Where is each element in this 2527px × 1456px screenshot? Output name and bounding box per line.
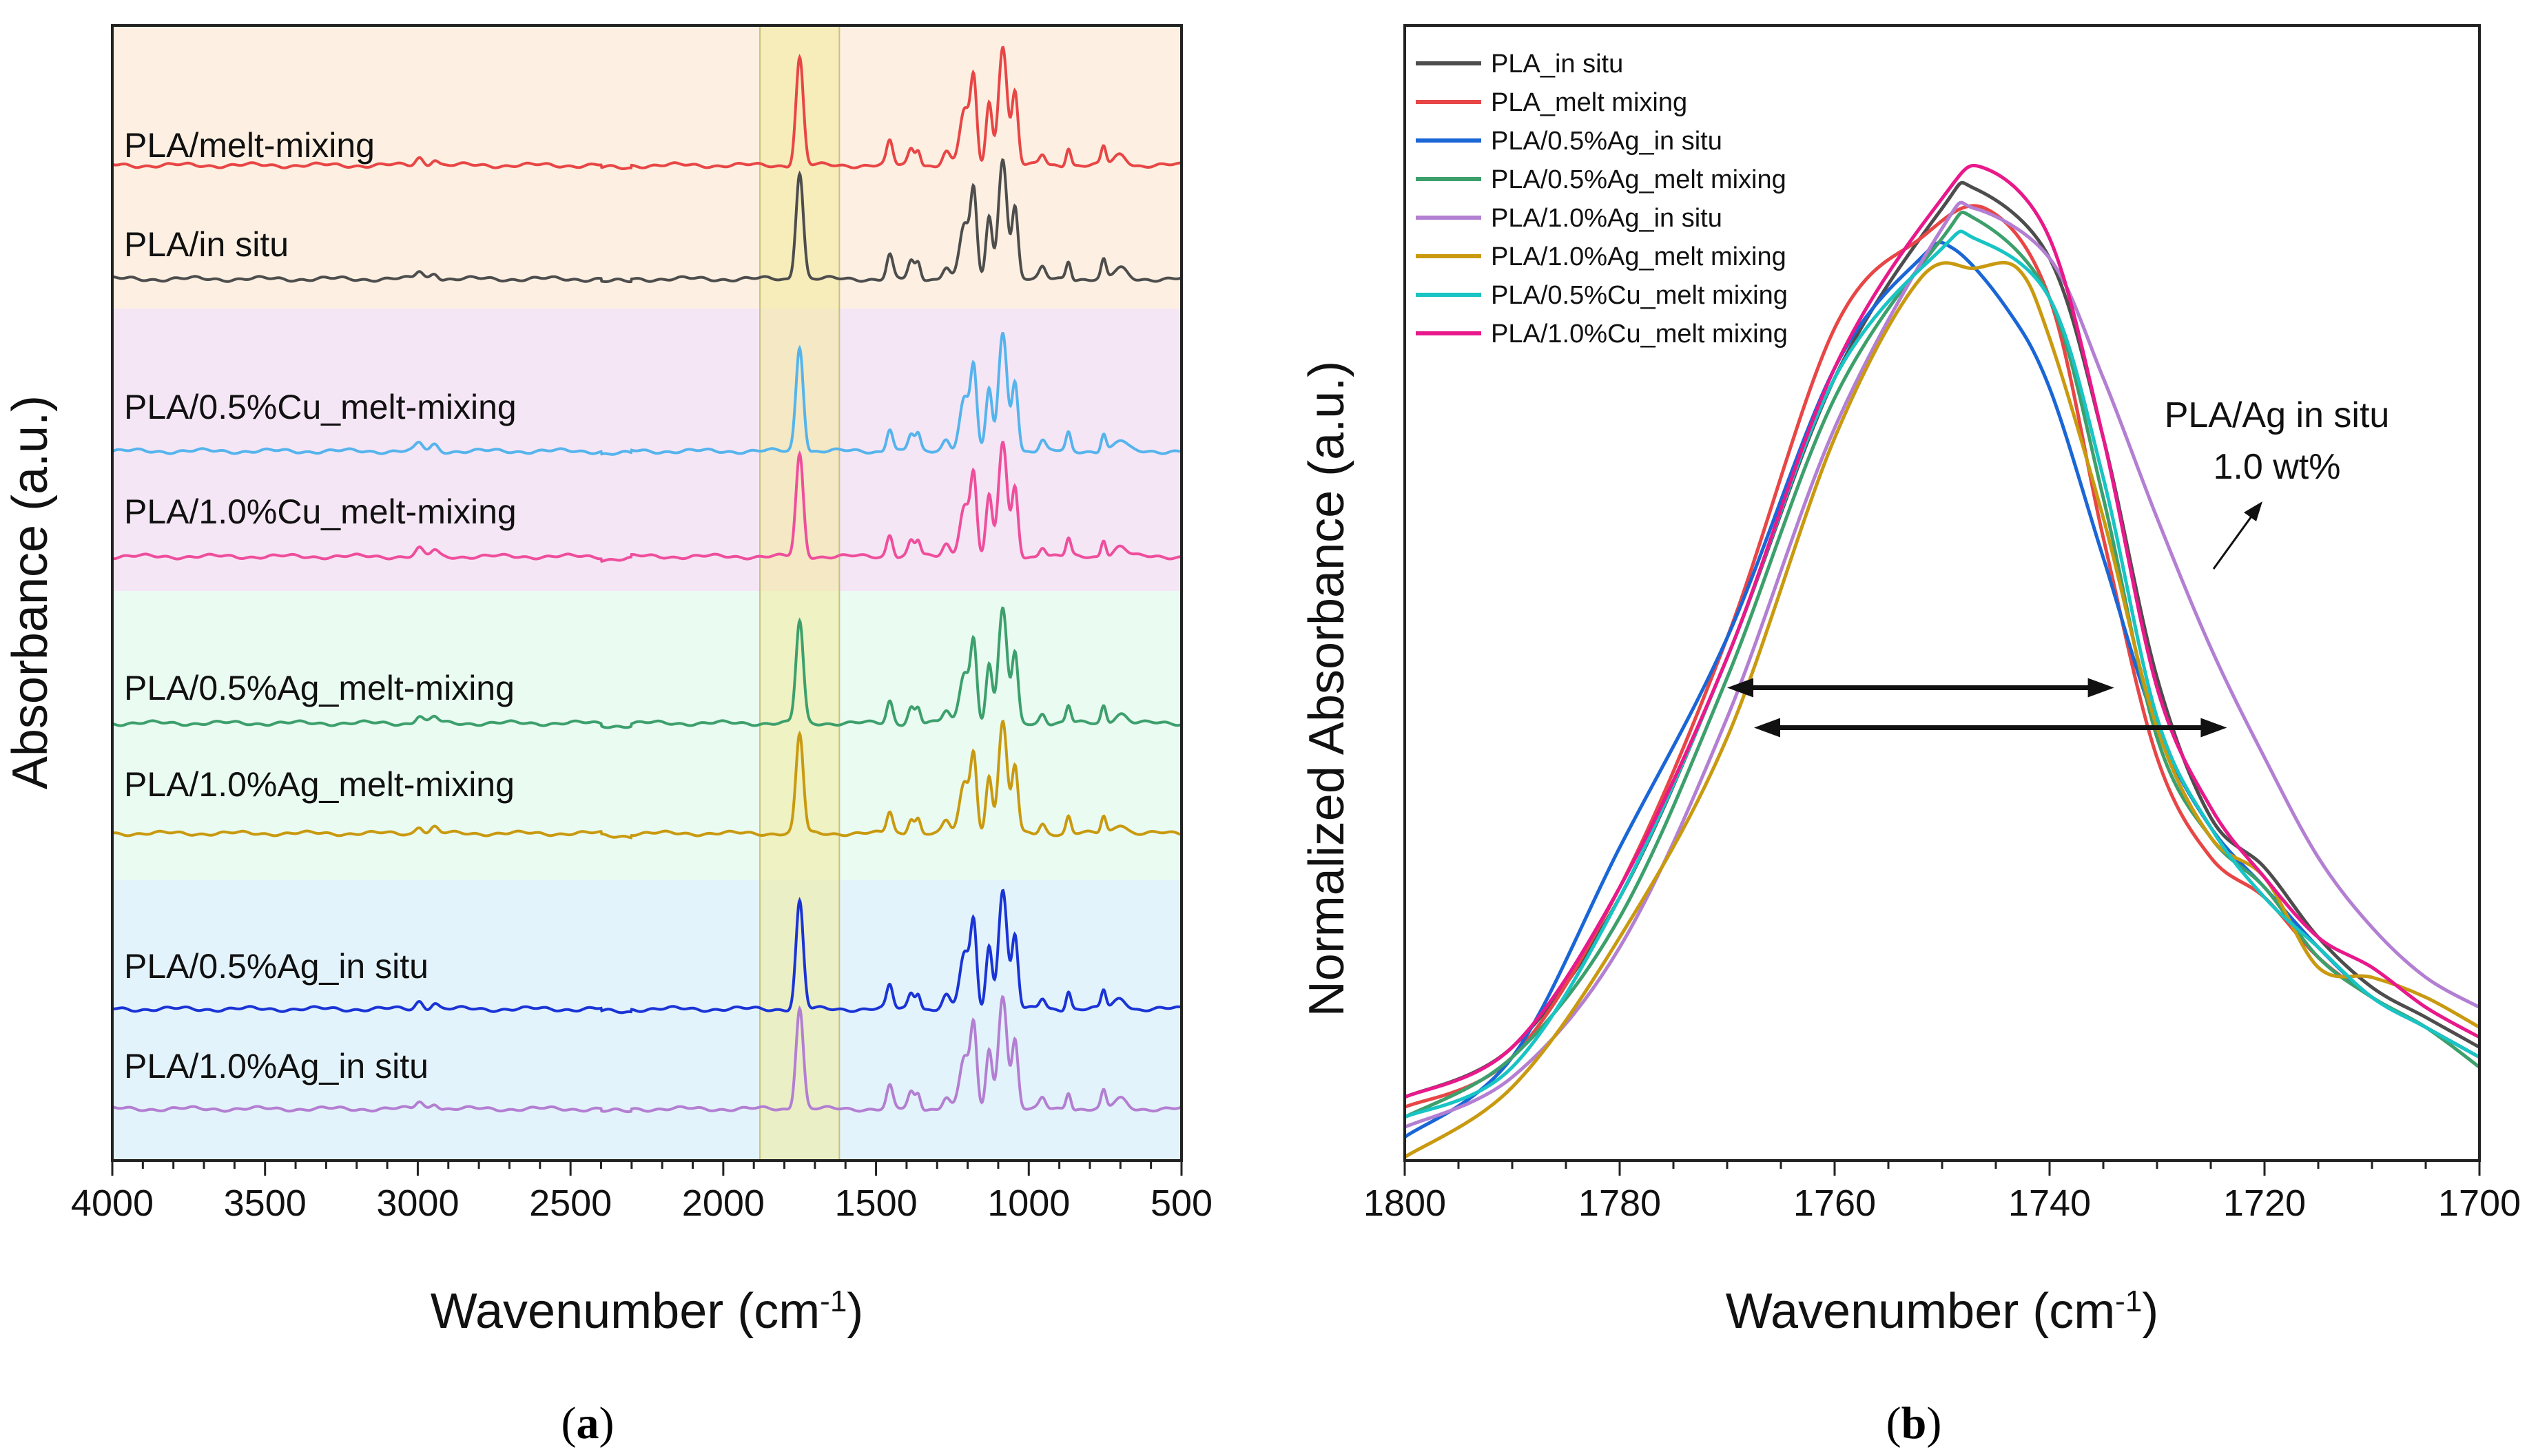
annotation-line1: PLA/Ag in situ <box>2165 395 2390 435</box>
spectrum-label: PLA/1.0%Ag_melt-mixing <box>124 765 515 804</box>
normalized-line <box>1403 260 2481 1159</box>
x-tick-label: 2500 <box>529 1183 612 1224</box>
spectrum-line <box>112 995 1182 1114</box>
legend-label: PLA/1.0%Cu_melt mixing <box>1491 320 1788 349</box>
normalized-line <box>1403 163 2481 1099</box>
normalized-line <box>1403 229 2481 1119</box>
spectra-series <box>112 45 1182 1114</box>
spectrum-line <box>112 441 1182 563</box>
normalized-series <box>1403 163 2481 1159</box>
x-axis-label-b: Wavenumber (cm-1) <box>1726 1284 2159 1339</box>
legend-label: PLA_melt mixing <box>1491 88 1687 117</box>
spectrum-label: PLA/0.5%Ag_in situ <box>124 947 429 986</box>
x-tick-label: 3500 <box>224 1183 307 1224</box>
legend-label: PLA/0.5%Ag_melt mixing <box>1491 165 1786 194</box>
caption-a: (a) <box>561 1398 615 1448</box>
x-axis-ticks-b: 1800 1780 1760 1740 1720 1700 <box>1363 1161 2521 1224</box>
annotation-line2: 1.0 wt% <box>2214 447 2341 487</box>
normalized-line <box>1403 240 2481 1139</box>
panel-a: PLA/melt-mixing PLA/in situ PLA/0.5%Cu_mel… <box>3 24 1213 1448</box>
x-tick-label: 3000 <box>376 1183 459 1224</box>
spectrum-label: PLA/1.0%Cu_melt-mixing <box>124 492 517 531</box>
spectrum-line <box>112 332 1182 456</box>
normalized-line <box>1403 210 2481 1119</box>
fwhm-arrow-head <box>2200 718 2227 738</box>
spectrum-line <box>112 606 1182 729</box>
x-tick-label: 2000 <box>682 1183 765 1224</box>
x-tick-label: 1740 <box>2008 1183 2091 1224</box>
plot-frame-a <box>111 24 1183 1162</box>
x-tick-label: 1000 <box>987 1183 1070 1224</box>
panel-b: 1800 1780 1760 1740 1720 1700 PLA_in situPLA_… <box>1299 24 2521 1448</box>
x-tick-label: 1760 <box>1793 1183 1876 1224</box>
annotation-ag-in-situ: PLA/Ag in situ 1.0 wt% <box>2165 395 2390 570</box>
spectrum-label: PLA/1.0%Ag_in situ <box>124 1047 429 1085</box>
legend-label: PLA/1.0%Ag_in situ <box>1491 204 1722 233</box>
caption-b: (b) <box>1886 1398 1942 1448</box>
x-tick-label: 1500 <box>835 1183 918 1224</box>
carbonyl-highlight-band <box>759 25 840 1161</box>
x-tick-label: 1720 <box>2223 1183 2306 1224</box>
x-tick-label: 1700 <box>2438 1183 2521 1224</box>
spectrum-line <box>112 888 1182 1015</box>
spectra-labels: PLA/melt-mixing PLA/in situ PLA/0.5%Cu_mel… <box>124 126 517 1085</box>
x-tick-label: 1780 <box>1578 1183 1661 1224</box>
group-background <box>112 880 1182 1161</box>
y-axis-label-a: Absorbance (a.u.) <box>3 395 58 789</box>
spectrum-line <box>112 45 1182 170</box>
legend-label: PLA/1.0%Ag_melt mixing <box>1491 242 1786 271</box>
fwhm-arrow-head <box>1754 718 1780 738</box>
x-tick-label: 1800 <box>1363 1183 1446 1224</box>
legend-b: PLA_in situ PLA_melt mixing PLA/0.5%Ag_in … <box>1416 50 1788 349</box>
legend-label: PLA_in situ <box>1491 50 1623 79</box>
y-axis-label-b: Normalized Absorbance (a.u.) <box>1299 361 1354 1017</box>
legend-label: PLA/0.5%Cu_melt mixing <box>1491 281 1788 310</box>
legend-label: PLA/0.5%Ag_in situ <box>1491 127 1722 156</box>
spectrum-label: PLA/0.5%Ag_melt-mixing <box>124 669 515 707</box>
fwhm-arrow-head <box>2087 678 2114 698</box>
spectrum-line <box>112 158 1182 284</box>
spectrum-label: PLA/melt-mixing <box>124 126 375 165</box>
x-axis-ticks-a: 4000 3500 3000 2500 2000 1500 1000 500 <box>71 1161 1213 1224</box>
spectrum-label: PLA/0.5%Cu_melt-mixing <box>124 388 517 426</box>
spectrum-label: PLA/in situ <box>124 225 289 264</box>
x-tick-label: 4000 <box>71 1183 154 1224</box>
spectrum-line <box>112 719 1182 840</box>
x-axis-label-a: Wavenumber (cm-1) <box>431 1284 864 1339</box>
fwhm-arrows <box>1727 678 2227 738</box>
fwhm-arrow-head <box>1727 678 1753 698</box>
annotation-arrow-head <box>2244 501 2262 521</box>
x-tick-label: 500 <box>1151 1183 1213 1224</box>
